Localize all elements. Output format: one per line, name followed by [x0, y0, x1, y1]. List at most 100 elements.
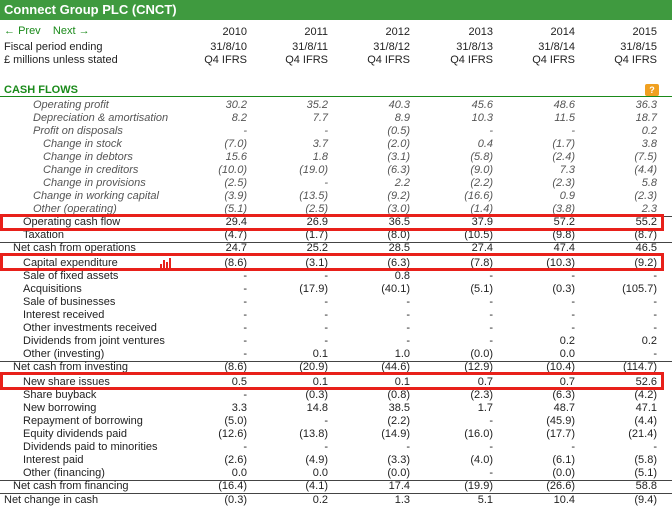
cell-value: 0.4	[477, 138, 493, 150]
cell-value: 7.7	[312, 112, 328, 124]
cell-value: 8.9	[394, 112, 410, 124]
cell-value: -	[489, 415, 493, 427]
row-label: Interest received	[23, 309, 105, 321]
year-header-row: 2010 2011 2012 2013 2014 2015	[0, 26, 672, 39]
period-value: 31/8/12	[373, 41, 410, 53]
cell-value: -	[489, 335, 493, 347]
cell-value: -	[571, 270, 575, 282]
row-label: Operating cash flow	[23, 216, 121, 228]
cell-value: 0.1	[312, 376, 328, 388]
cell-value: (3.1)	[387, 151, 410, 163]
table-row: Interest paid (2.6) (4.9) (3.3) (4.0) (6.1) (5…	[0, 454, 672, 467]
cell-value: (2.3)	[552, 177, 575, 189]
row-label: Net change in cash	[4, 494, 99, 506]
units-value: Q4 IFRS	[204, 54, 247, 66]
section-divider	[0, 96, 672, 97]
table-row: Repayment of borrowing (5.0) - (2.2) - (45.9)…	[0, 415, 672, 428]
cell-value: (4.1)	[305, 480, 328, 492]
period-value: 31/8/13	[456, 41, 493, 53]
row-label: Change in provisions	[43, 177, 146, 189]
cell-value: 1.8	[312, 151, 328, 163]
cell-value: (4.4)	[634, 415, 657, 427]
cell-value: -	[243, 441, 247, 453]
table-row: Profit on disposals - - (0.5) - - 0.2	[0, 125, 672, 138]
cell-value: (0.3)	[224, 494, 247, 506]
cell-value: (10.5)	[464, 229, 493, 241]
highlight-new-share-issues	[0, 372, 664, 390]
cell-value: (9.4)	[634, 494, 657, 506]
units-value: Q4 IFRS	[614, 54, 657, 66]
period-value: 31/8/11	[292, 41, 328, 53]
row-divider	[0, 361, 672, 362]
help-icon[interactable]: ?	[645, 84, 659, 96]
cell-value: (4.2)	[634, 389, 657, 401]
cell-value: (2.0)	[387, 138, 410, 150]
cell-value: 14.8	[306, 402, 328, 414]
cell-value: 26.9	[306, 216, 328, 228]
cell-value: (44.6)	[381, 361, 410, 373]
cell-value: (0.8)	[387, 389, 410, 401]
table-row: Sale of businesses - - - - - -	[0, 296, 672, 309]
cell-value: 45.6	[471, 99, 493, 111]
left-arrow-icon: ←	[4, 25, 19, 37]
cell-value: (3.9)	[224, 190, 247, 202]
cell-value: (4.4)	[634, 164, 657, 176]
cell-value: -	[324, 322, 328, 334]
cell-value: (1.4)	[470, 203, 493, 215]
cell-value: (7.0)	[224, 138, 247, 150]
prev-link[interactable]: ← Prev	[4, 25, 41, 37]
row-label: Equity dividends paid	[23, 428, 127, 440]
table-row: Change in provisions (2.5) - 2.2 (2.2) (2.3) 5…	[0, 177, 672, 190]
cell-value: 48.7	[553, 402, 575, 414]
cell-value: (2.5)	[224, 177, 247, 189]
cell-value: 24.7	[225, 242, 247, 254]
cell-value: 58.8	[635, 480, 657, 492]
cell-value: (5.1)	[470, 283, 493, 295]
cell-value: (10.0)	[218, 164, 247, 176]
cell-value: (1.7)	[552, 138, 575, 150]
cell-value: (13.5)	[299, 190, 328, 202]
cell-value: 47.1	[635, 402, 657, 414]
row-label: Other (financing)	[23, 467, 105, 479]
cell-value: (5.8)	[634, 454, 657, 466]
row-divider	[0, 480, 672, 481]
cell-value: -	[406, 322, 410, 334]
row-label: Change in debtors	[43, 151, 133, 163]
units-label: £ millions unless stated	[4, 54, 118, 66]
row-label: Net cash from operations	[13, 242, 136, 254]
row-label: Net cash from financing	[13, 480, 129, 492]
cell-value: -	[243, 389, 247, 401]
cell-value: (3.8)	[552, 203, 575, 215]
cell-value: -	[653, 309, 657, 321]
table-row: Taxation (4.7) (1.7) (8.0) (10.5) (9.8) (8.7)	[0, 229, 672, 242]
cell-value: (19.0)	[299, 164, 328, 176]
table-row: Capital expenditure (8.6) (3.1) (6.3) (7.8) (…	[0, 257, 672, 270]
row-divider	[0, 242, 672, 243]
cell-value: -	[571, 309, 575, 321]
cell-value: (5.0)	[224, 415, 247, 427]
cell-value: (0.0)	[552, 467, 575, 479]
highlight-operating-cash-flow	[0, 214, 664, 231]
row-label: Share buyback	[23, 389, 97, 401]
cell-value: 52.6	[635, 376, 657, 388]
cell-value: -	[571, 322, 575, 334]
cell-value: (6.3)	[387, 164, 410, 176]
cell-value: 36.3	[635, 99, 657, 111]
page-title: Connect Group PLC (CNCT)	[0, 0, 672, 20]
table-row: Other (operating) (5.1) (2.5) (3.0) (1.4) (3.…	[0, 203, 672, 216]
row-label: Operating profit	[33, 99, 109, 111]
year-header: 2013	[468, 26, 493, 38]
cell-value: -	[243, 125, 247, 137]
bar-chart-icon[interactable]	[160, 258, 172, 269]
table-row: Change in debtors 15.6 1.8 (3.1) (5.8) (2.4) (…	[0, 151, 672, 164]
cell-value: 0.7	[477, 376, 493, 388]
row-label: Dividends paid to minorities	[23, 441, 158, 453]
cell-value: -	[571, 441, 575, 453]
next-link[interactable]: Next →	[52, 25, 90, 37]
cell-value: (2.3)	[634, 190, 657, 202]
cell-value: 38.5	[388, 402, 410, 414]
row-label: Sale of fixed assets	[23, 270, 119, 282]
row-label: Dividends from joint ventures	[23, 335, 165, 347]
year-header: 2010	[222, 26, 247, 38]
cell-value: -	[489, 441, 493, 453]
